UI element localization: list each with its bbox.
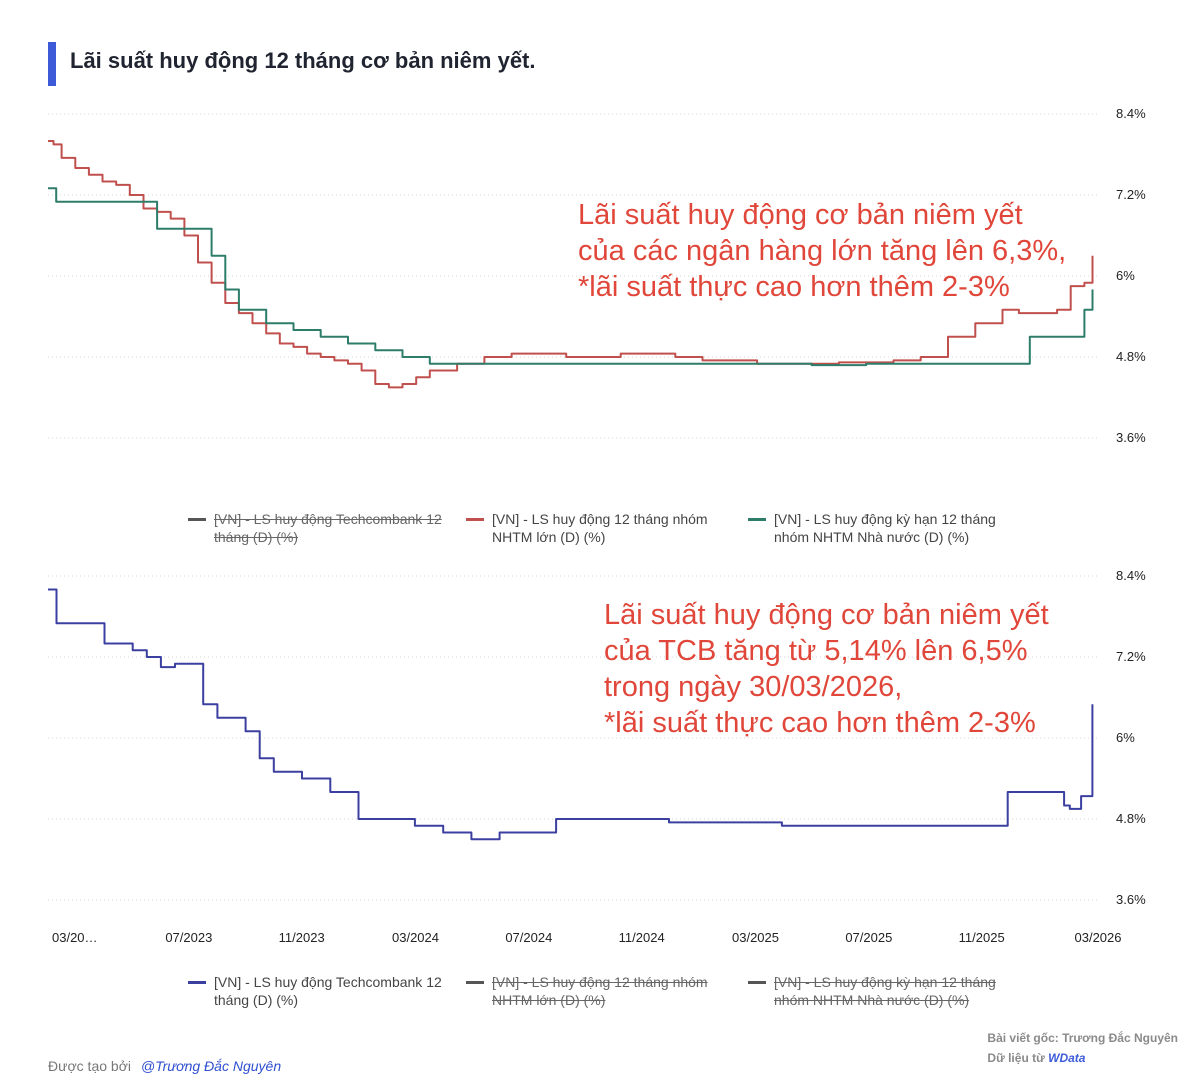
x-tick-label: 07/2025	[845, 930, 892, 945]
legend-label: [VN] - LS huy động kỳ hạn 12 tháng nhóm …	[774, 974, 996, 1008]
legend-label: [VN] - LS huy động kỳ hạn 12 tháng nhóm …	[774, 511, 996, 545]
footer-credit: Được tạo bởi @Trương Đắc Nguyên	[48, 1058, 281, 1074]
legend-label: [VN] - LS huy động 12 tháng nhóm NHTM lớ…	[492, 974, 708, 1008]
chart-annotation-line: Lãi suất huy động cơ bản niêm yết	[578, 199, 1023, 231]
legend-swatch	[466, 981, 484, 984]
y-tick-label: 3.6%	[1116, 892, 1146, 907]
series-line	[48, 588, 1094, 841]
x-tick-label: 03/2026	[1075, 930, 1122, 945]
footer-source-article: Bài viết gốc: Trương Đắc Nguyên	[987, 1031, 1178, 1045]
legend-item[interactable]: [VN] - LS huy động kỳ hạn 12 tháng nhóm …	[748, 510, 1014, 546]
legend-swatch	[188, 518, 206, 521]
legend-label: [VN] - LS huy động Techcombank 12 tháng …	[214, 511, 442, 545]
footer-created-by: Được tạo bởi	[48, 1058, 131, 1074]
page-title: Lãi suất huy động 12 tháng cơ bản niêm y…	[70, 48, 536, 73]
x-tick-label: 03/2025	[732, 930, 779, 945]
y-tick-label: 6%	[1116, 268, 1135, 283]
y-tick-label: 8.4%	[1116, 568, 1146, 583]
footer-data-from-row: Dữ liệu từ WData	[987, 1048, 1178, 1068]
footer-data-from: Dữ liệu từ	[987, 1051, 1045, 1065]
legend-swatch	[748, 981, 766, 984]
x-tick-label: 11/2025	[959, 930, 1005, 945]
chart-annotation-line: của các ngân hàng lớn tăng lên 6,3%,	[578, 235, 1066, 267]
footer-author-link[interactable]: @Trương Đắc Nguyên	[140, 1058, 282, 1074]
legend-item[interactable]: [VN] - LS huy động 12 tháng nhóm NHTM lớ…	[466, 973, 732, 1009]
wdata-logo: WData	[1048, 1051, 1086, 1065]
legend-item[interactable]: [VN] - LS huy động Techcombank 12 tháng …	[188, 510, 454, 546]
chart-annotation-line: *lãi suất thực cao hơn thêm 2-3%	[604, 707, 1036, 739]
x-tick-label: 07/2023	[165, 930, 212, 945]
legend-item[interactable]: [VN] - LS huy động Techcombank 12 tháng …	[188, 973, 454, 1009]
footer-source: Bài viết gốc: Trương Đắc Nguyên Dữ liệu …	[987, 1028, 1178, 1068]
y-tick-label: 6%	[1116, 730, 1135, 745]
y-tick-label: 4.8%	[1116, 349, 1146, 364]
y-tick-label: 3.6%	[1116, 430, 1146, 445]
title-accent-bar	[48, 42, 56, 86]
legend-label: [VN] - LS huy động Techcombank 12 tháng …	[214, 974, 442, 1008]
chart-top: 8.4%7.2%6%4.8%3.6%04/202307/202310/20230…	[48, 106, 1146, 445]
chart-annotation-line: của TCB tăng từ 5,14% lên 6,5%	[604, 635, 1028, 667]
chart-annotation-line: trong ngày 30/03/2026,	[604, 671, 902, 703]
chart-bottom: 8.4% 7.2% 6% 4.8% 3.6% 03/20… 07/2023 11/2023 03…	[48, 568, 1146, 945]
x-tick-label: 03/2024	[392, 930, 439, 945]
y-tick-label: 8.4%	[1116, 106, 1146, 121]
y-tick-label: 4.8%	[1116, 811, 1146, 826]
legend-swatch	[748, 518, 766, 521]
x-tick-label: 03/20…	[52, 930, 98, 945]
x-tick-label: 11/2024	[619, 930, 665, 945]
legend-swatch	[188, 981, 206, 984]
chart-annotation-line: Lãi suất huy động cơ bản niêm yết	[604, 599, 1049, 631]
x-tick-label: 11/2023	[279, 930, 325, 945]
y-tick-label: 7.2%	[1116, 649, 1146, 664]
series-line	[48, 187, 1094, 367]
legend-label: [VN] - LS huy động 12 tháng nhóm NHTM lớ…	[492, 511, 708, 545]
chart-annotation-line: *lãi suất thực cao hơn thêm 2-3%	[578, 271, 1010, 303]
x-tick-label: 07/2024	[505, 930, 552, 945]
legend-swatch	[466, 518, 484, 521]
legend-item[interactable]: [VN] - LS huy động kỳ hạn 12 tháng nhóm …	[748, 973, 1014, 1009]
legend-item[interactable]: [VN] - LS huy động 12 tháng nhóm NHTM lớ…	[466, 510, 732, 546]
y-tick-label: 7.2%	[1116, 187, 1146, 202]
